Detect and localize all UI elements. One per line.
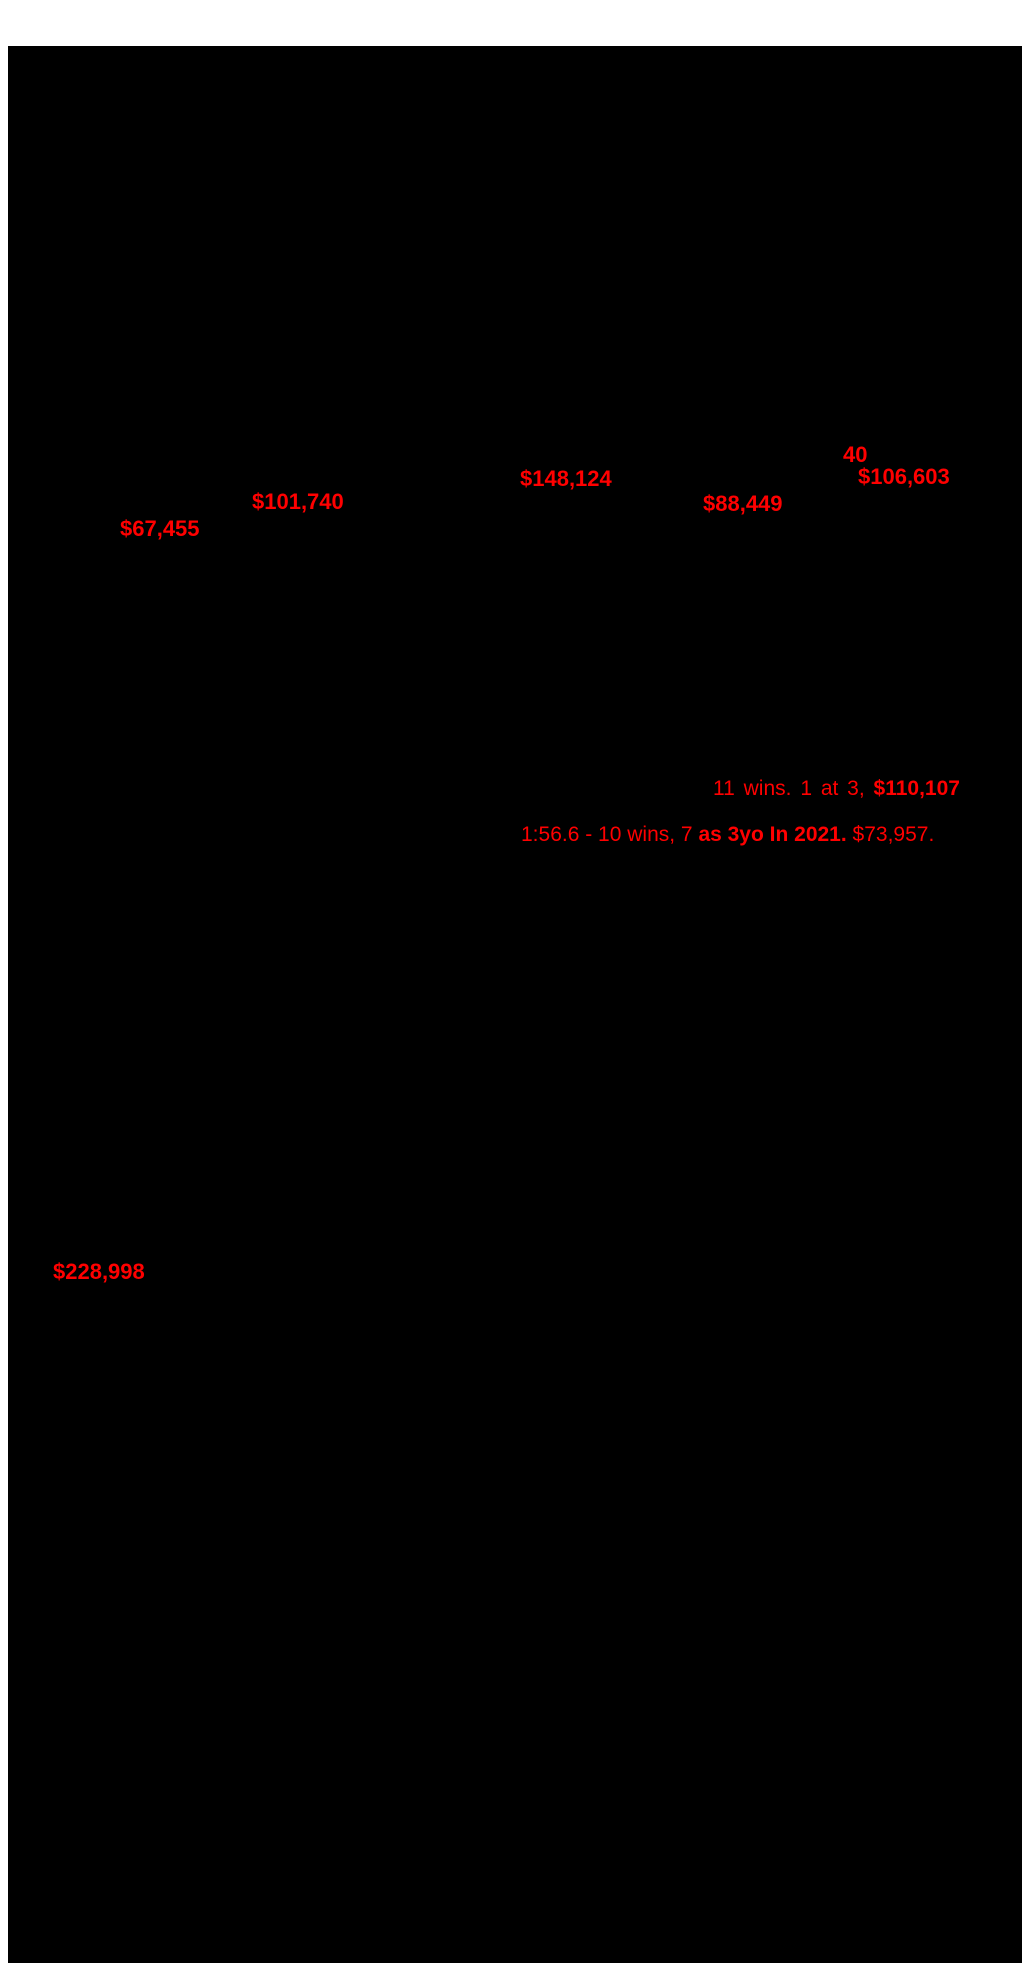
race-record-segment: 11 wins. 1 at 3,	[713, 777, 874, 800]
earnings-highlight: $228,998	[53, 1259, 145, 1284]
earnings-highlight: $106,603	[858, 464, 950, 489]
race-record-season: as 3yo In 2021.	[698, 823, 847, 846]
race-record-line: 1:56.6 - 10 wins, 7 as 3yo In 2021. $73,…	[521, 824, 934, 845]
race-record-segment: 1:56.6 - 10 wins, 7	[521, 823, 699, 846]
earnings-highlight: $101,740	[252, 489, 344, 514]
race-record-line: 11 wins. 1 at 3, $110,107	[713, 778, 960, 799]
pedigree-page: $67,455 $101,740 $148,124 $88,449 40 $10…	[8, 46, 1022, 1963]
earnings-highlight: $67,455	[120, 516, 200, 541]
earnings-highlight: $148,124	[520, 466, 612, 491]
count-highlight: 40	[843, 442, 868, 467]
earnings-highlight: $88,449	[703, 491, 783, 516]
race-record-earnings: $110,107	[873, 777, 960, 800]
race-record-earnings: $73,957.	[846, 823, 935, 846]
